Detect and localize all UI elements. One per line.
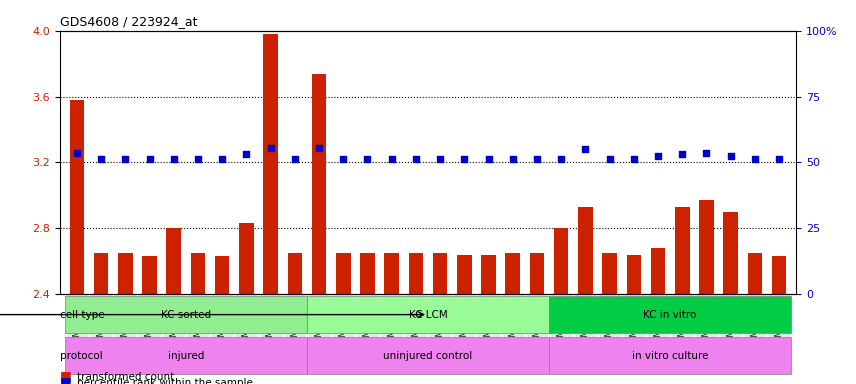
Bar [69, 100, 84, 294]
Bar [312, 73, 326, 294]
Point [191, 156, 205, 162]
Bar [578, 207, 592, 294]
Point [675, 151, 689, 157]
Point [264, 144, 277, 151]
Bar [288, 253, 302, 294]
Point [70, 149, 84, 156]
Point [94, 156, 108, 162]
Point [118, 156, 132, 162]
Point [482, 156, 496, 162]
FancyBboxPatch shape [549, 337, 791, 374]
Bar [506, 253, 520, 294]
Point [167, 156, 181, 162]
Point [555, 156, 568, 162]
Text: cell type: cell type [60, 310, 104, 319]
Text: KC sorted: KC sorted [161, 310, 211, 319]
Bar [142, 256, 157, 294]
Bar [627, 255, 641, 294]
Bar [118, 253, 133, 294]
Point [360, 156, 374, 162]
FancyBboxPatch shape [307, 296, 549, 333]
Bar [675, 207, 690, 294]
Text: KC LCM: KC LCM [408, 310, 448, 319]
Point [240, 151, 253, 157]
Bar [723, 212, 738, 294]
Point [288, 156, 301, 162]
Bar [481, 255, 496, 294]
Point [433, 156, 447, 162]
Bar [360, 253, 375, 294]
Bar [94, 253, 109, 294]
Point [627, 156, 640, 162]
Text: uninjured control: uninjured control [383, 351, 473, 361]
Bar [384, 253, 399, 294]
Text: transformed count: transformed count [77, 372, 175, 382]
Bar [699, 200, 714, 294]
Point [385, 156, 399, 162]
Bar [191, 253, 205, 294]
Bar [408, 253, 423, 294]
Point [409, 156, 423, 162]
Text: ■: ■ [60, 375, 72, 384]
Bar [239, 223, 253, 294]
FancyBboxPatch shape [307, 337, 549, 374]
Bar [166, 228, 181, 294]
Point [312, 144, 326, 151]
Point [699, 149, 713, 156]
Point [336, 156, 350, 162]
Bar [264, 34, 278, 294]
Text: percentile rank within the sample: percentile rank within the sample [77, 378, 253, 384]
Bar [336, 253, 350, 294]
Text: injured: injured [168, 351, 204, 361]
FancyBboxPatch shape [65, 296, 307, 333]
Text: in vitro culture: in vitro culture [632, 351, 709, 361]
Bar [747, 253, 762, 294]
Point [143, 156, 157, 162]
Point [530, 156, 544, 162]
Bar [457, 255, 472, 294]
Point [579, 146, 592, 152]
Point [506, 156, 520, 162]
Text: protocol: protocol [60, 351, 103, 361]
Point [772, 156, 786, 162]
Point [603, 156, 616, 162]
Text: GDS4608 / 223924_at: GDS4608 / 223924_at [60, 15, 198, 28]
Point [457, 156, 471, 162]
Text: ■: ■ [60, 369, 72, 382]
Point [724, 153, 738, 159]
Bar [433, 253, 448, 294]
Bar [530, 253, 544, 294]
FancyBboxPatch shape [549, 296, 791, 333]
Point [216, 156, 229, 162]
Bar [215, 256, 229, 294]
Bar [603, 253, 617, 294]
FancyBboxPatch shape [65, 337, 307, 374]
Point [651, 153, 665, 159]
Point [748, 156, 762, 162]
Text: KC in vitro: KC in vitro [644, 310, 697, 319]
Bar [651, 248, 665, 294]
Bar [772, 256, 787, 294]
Bar [554, 228, 568, 294]
